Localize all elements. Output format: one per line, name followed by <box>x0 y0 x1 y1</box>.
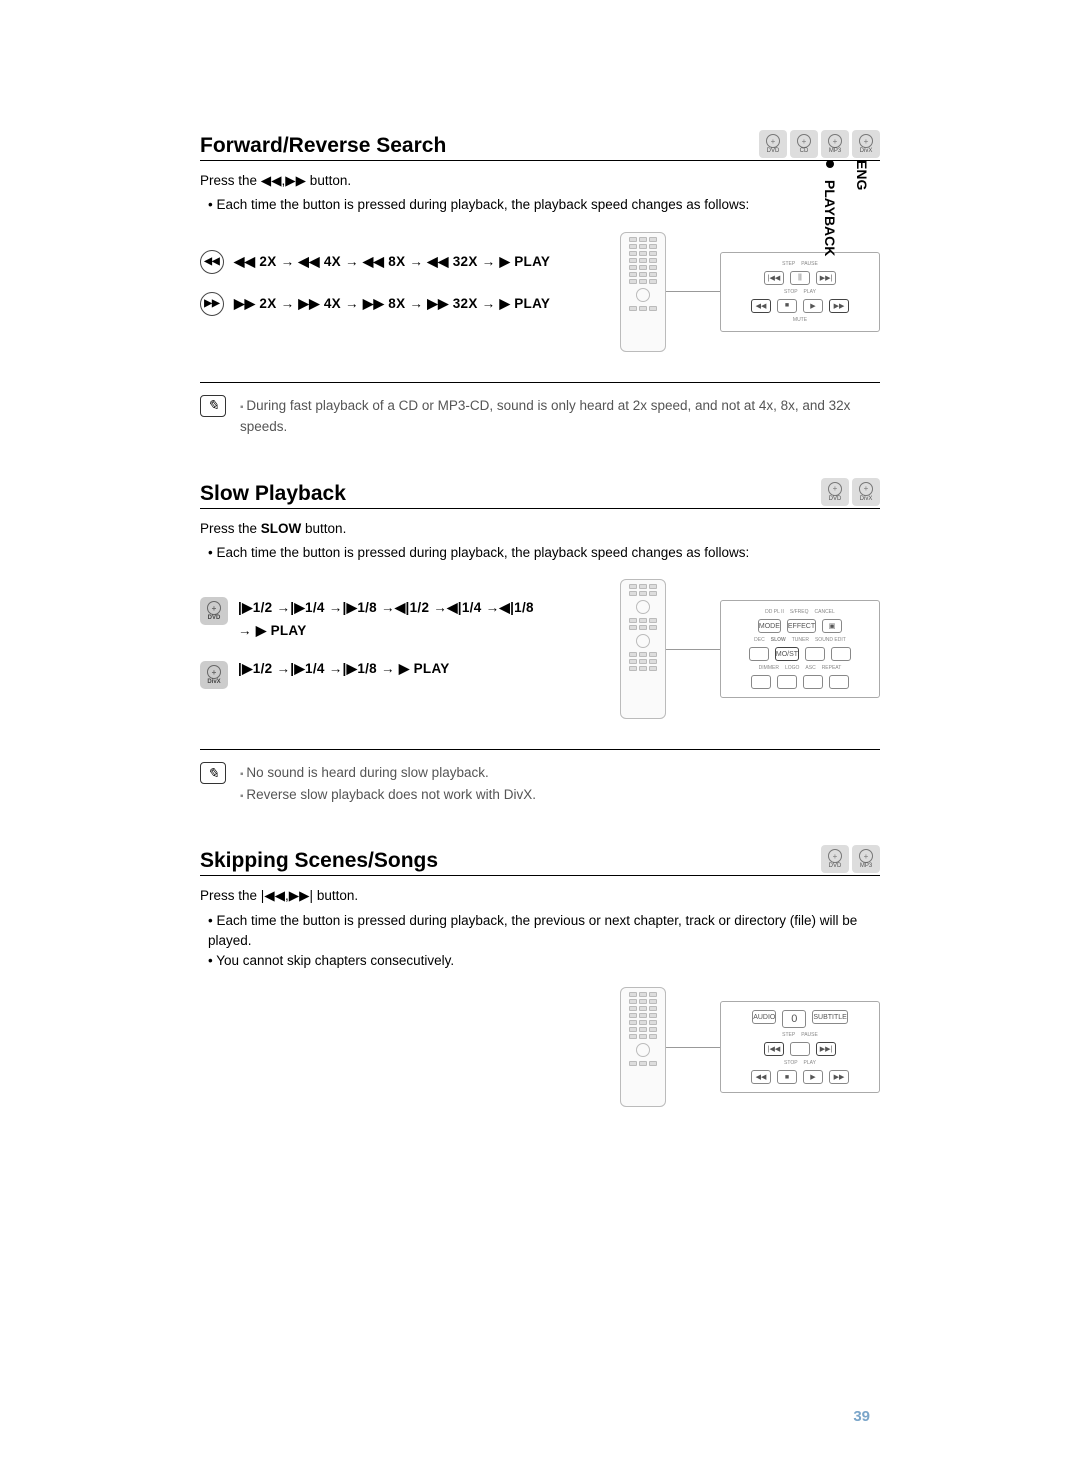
section3-badges: DVD MP3 <box>821 845 880 873</box>
dvd-slow-text: |▶1/2 →|▶1/4 →|▶1/8 →◀|1/2 →◀|1/4 →◀|1/8… <box>238 597 538 643</box>
section3-title-row: Skipping Scenes/Songs DVD MP3 <box>200 845 880 876</box>
badge-mp3: MP3 <box>821 130 849 158</box>
section2-note: ✎ No sound is heard during slow playback… <box>200 749 880 805</box>
section2-bullets: Each time the button is pressed during p… <box>200 543 880 563</box>
remote-icon <box>620 232 666 352</box>
badge-divx: DivX <box>852 478 880 506</box>
callout-line <box>666 291 720 292</box>
dvd-badge-icon: DVD <box>200 597 228 625</box>
section2-note1: No sound is heard during slow playback. <box>240 762 536 784</box>
rev-speed-text: ◀◀ 2X → ◀◀ 4X → ◀◀ 8X → ◀◀ 32X → ▶ PLAY <box>234 254 550 270</box>
badge-cd: CD <box>790 130 818 158</box>
fwd-speed-line: ▶▶ ▶▶ 2X → ▶▶ 4X → ▶▶ 8X → ▶▶ 32X → ▶ PL… <box>200 292 600 316</box>
section3-bullet1: Each time the button is pressed during p… <box>208 911 880 952</box>
section-label: PLAYBACK <box>822 180 838 257</box>
callout-line <box>666 649 720 650</box>
section3-bullets: Each time the button is pressed during p… <box>200 911 880 972</box>
dvd-slow-line: DVD |▶1/2 →|▶1/4 →|▶1/8 →◀|1/2 →◀|1/4 →◀… <box>200 597 600 643</box>
side-dot-icon <box>826 160 834 168</box>
section3-callout: AUDIO 0 SUBTITLE STEPPAUSE |◀◀ ▶▶| STOPP… <box>720 1001 880 1093</box>
lang-label: ENG <box>854 160 870 190</box>
forward-icon: ▶▶ <box>200 292 224 316</box>
remote-icon <box>620 987 666 1107</box>
fwd-speed-text: ▶▶ 2X → ▶▶ 4X → ▶▶ 8X → ▶▶ 32X → ▶ PLAY <box>234 296 550 312</box>
section1-title-row: Forward/Reverse Search DVD CD MP3 DivX <box>200 130 880 161</box>
section3-title: Skipping Scenes/Songs <box>200 849 438 873</box>
section2-remote-block: DD PL IIS/FREQCANCEL MODE EFFECT ▣ DECSL… <box>620 579 880 719</box>
section3-remote-row: AUDIO 0 SUBTITLE STEPPAUSE |◀◀ ▶▶| STOPP… <box>200 987 880 1107</box>
section2-title: Slow Playback <box>200 482 346 506</box>
side-tab: ENG PLAYBACK <box>822 160 870 256</box>
section1-callout: STEPPAUSE |◀◀ || ▶▶| STOPPLAY ◀◀ ■ ▶ ▶▶ … <box>720 252 880 332</box>
badge-dvd: DVD <box>759 130 787 158</box>
divx-badge-icon: DivX <box>200 661 228 689</box>
section1-press: Press the ◀◀,▶▶ button. <box>200 171 880 191</box>
badge-mp3: MP3 <box>852 845 880 873</box>
section3-press: Press the |◀◀,▶▶| button. <box>200 886 880 906</box>
section1-speed-row: ◀◀ ◀◀ 2X → ◀◀ 4X → ◀◀ 8X → ◀◀ 32X → ▶ PL… <box>200 232 880 352</box>
remote-icon <box>620 579 666 719</box>
section3-bullet2: You cannot skip chapters consecutively. <box>208 951 880 971</box>
badge-dvd: DVD <box>821 845 849 873</box>
rev-speed-line: ◀◀ ◀◀ 2X → ◀◀ 4X → ◀◀ 8X → ◀◀ 32X → ▶ PL… <box>200 250 600 274</box>
note-icon: ✎ <box>200 762 226 784</box>
section2-note2: Reverse slow playback does not work with… <box>240 784 536 806</box>
section2-speed-row: DVD |▶1/2 →|▶1/4 →|▶1/8 →◀|1/2 →◀|1/4 →◀… <box>200 579 880 719</box>
section1-bullet: Each time the button is pressed during p… <box>208 195 880 215</box>
rewind-icon: ◀◀ <box>200 250 224 274</box>
section2-press: Press the SLOW button. <box>200 519 880 539</box>
section2-bullet: Each time the button is pressed during p… <box>208 543 880 563</box>
section2-title-row: Slow Playback DVD DivX <box>200 478 880 509</box>
section1-badges: DVD CD MP3 DivX <box>759 130 880 158</box>
section3-remote-block: AUDIO 0 SUBTITLE STEPPAUSE |◀◀ ▶▶| STOPP… <box>620 987 880 1107</box>
section2-badges: DVD DivX <box>821 478 880 506</box>
callout-line <box>666 1047 720 1048</box>
divx-slow-text: |▶1/2 →|▶1/4 →|▶1/8 → ▶ PLAY <box>238 661 450 677</box>
badge-divx: DivX <box>852 130 880 158</box>
section1-note: ✎ During fast playback of a CD or MP3-CD… <box>200 382 880 438</box>
section2-callout: DD PL IIS/FREQCANCEL MODE EFFECT ▣ DECSL… <box>720 600 880 698</box>
divx-slow-line: DivX |▶1/2 →|▶1/4 →|▶1/8 → ▶ PLAY <box>200 661 600 689</box>
note-icon: ✎ <box>200 395 226 417</box>
page-number: 39 <box>853 1408 870 1425</box>
section1-title: Forward/Reverse Search <box>200 134 446 158</box>
section1-bullets: Each time the button is pressed during p… <box>200 195 880 215</box>
section1-note-text: During fast playback of a CD or MP3-CD, … <box>240 395 880 438</box>
badge-dvd: DVD <box>821 478 849 506</box>
